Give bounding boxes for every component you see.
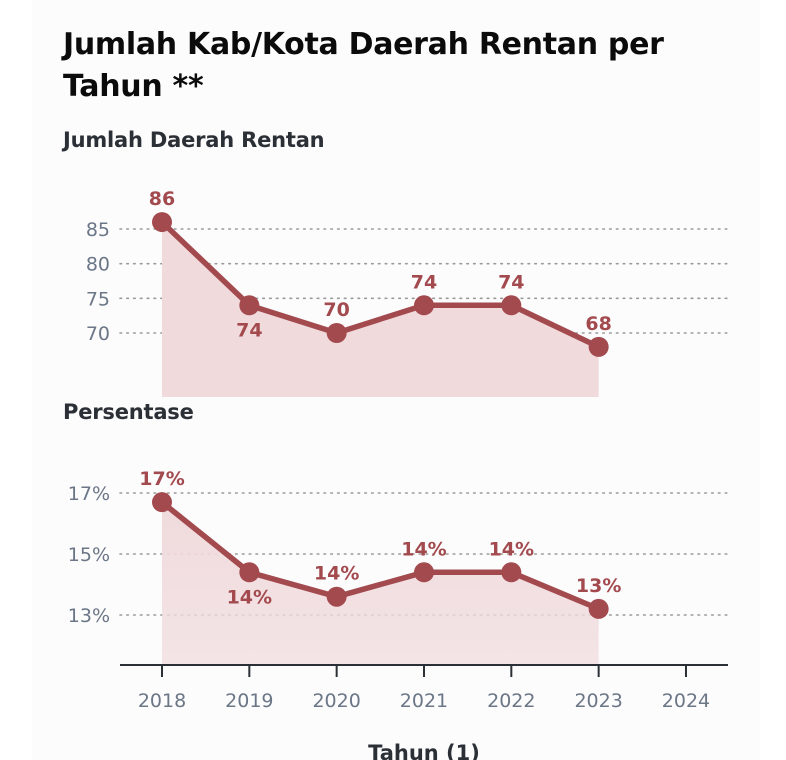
data-point (501, 295, 522, 316)
data-point (588, 336, 609, 357)
x-tick-label: 2018 (138, 690, 186, 712)
y-tick-label: 75 (86, 288, 110, 310)
series-line (159, 219, 602, 350)
data-point (413, 562, 434, 583)
series-line (159, 499, 602, 612)
data-point (326, 323, 347, 343)
y-tick-label: 15% (68, 544, 110, 566)
data-label: 13% (576, 575, 621, 597)
data-point (152, 492, 172, 513)
x-tick-label: 2020 (312, 690, 360, 712)
data-label: 74 (411, 271, 437, 293)
data-label: 74 (498, 271, 524, 293)
panel-jumlah: 85 80 75 70 86 74 70 74 74 68 (86, 188, 729, 397)
data-label: 70 (323, 299, 349, 321)
data-label: 68 (585, 313, 611, 335)
data-point (326, 586, 347, 607)
x-tick-label: 2023 (574, 690, 622, 712)
data-label: 14% (489, 538, 534, 560)
x-tick-label: 2022 (487, 690, 535, 712)
data-point (501, 562, 522, 583)
data-label: 14% (227, 586, 272, 608)
chart-title-jumlah: Jumlah Daerah Rentan (63, 128, 325, 152)
data-label: 14% (314, 563, 359, 585)
series-area (162, 222, 599, 397)
data-label: 17% (139, 468, 184, 490)
panel-persentase: 17% 15% 13% 17% 14% 14% 14% 14% 13% (68, 468, 729, 665)
data-point (588, 598, 609, 619)
data-point (152, 212, 172, 233)
y-tick-label: 13% (68, 605, 110, 627)
x-tick-label: 2024 (662, 690, 710, 712)
y-tick-label: 17% (68, 483, 110, 505)
data-point (239, 295, 260, 316)
page-title: Jumlah Kab/Kota Daerah Rentan per Tahun … (63, 27, 664, 104)
data-label: 86 (149, 188, 175, 210)
data-label: 74 (236, 319, 262, 341)
x-tick-label: 2019 (225, 690, 273, 712)
y-tick-label: 70 (86, 323, 110, 345)
chart-title-persentase: Persentase (63, 400, 194, 424)
y-tick-label: 85 (86, 219, 110, 241)
data-label: 14% (401, 538, 446, 560)
y-tick-label: 80 (86, 254, 110, 276)
x-tick-label: 2021 (400, 690, 448, 712)
data-point (413, 295, 434, 316)
series-area (162, 502, 599, 665)
data-point (239, 562, 260, 583)
x-axis-title: Tahun (1) (368, 741, 480, 760)
